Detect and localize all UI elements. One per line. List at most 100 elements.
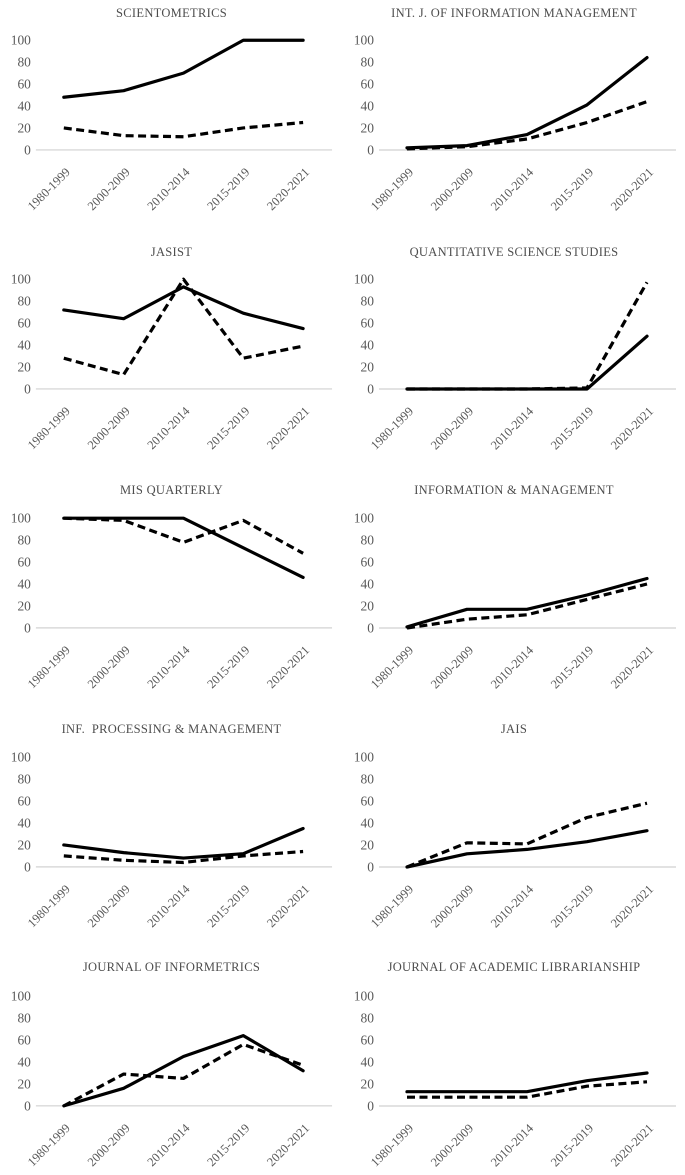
svg-text:1980-1999: 1980-1999 [25,1121,73,1169]
svg-text:60: 60 [361,555,375,570]
svg-text:2015-2019: 2015-2019 [548,165,596,213]
svg-text:2020-2021: 2020-2021 [608,882,656,930]
svg-text:40: 40 [17,338,31,353]
chart-title: JAIS [500,721,528,736]
svg-text:2015-2019: 2015-2019 [204,165,252,213]
svg-text:2000-2009: 2000-2009 [85,165,133,213]
svg-text:40: 40 [361,577,375,592]
svg-text:60: 60 [17,1033,31,1048]
svg-text:2010-2014: 2010-2014 [145,881,194,930]
svg-text:2010-2014: 2010-2014 [145,404,194,453]
svg-text:2010-2014: 2010-2014 [145,642,194,691]
svg-text:2020-2021: 2020-2021 [264,165,312,213]
svg-text:80: 80 [17,533,31,548]
svg-text:100: 100 [11,511,31,526]
svg-text:2015-2019: 2015-2019 [204,882,252,930]
svg-text:2020-2021: 2020-2021 [264,643,312,691]
svg-text:2015-2019: 2015-2019 [204,404,252,452]
svg-text:40: 40 [17,815,31,830]
svg-text:100: 100 [11,33,31,48]
chart-journal-of-academic-librarianship: JOURNAL OF ACADEMIC LIBRARIANSHIP 0 20 40 6… [343,940,685,1175]
svg-text:40: 40 [17,576,31,591]
chart-title: QUANTITATIVE SCIENCE STUDIES [409,244,619,259]
svg-text:0: 0 [24,142,31,157]
svg-text:0: 0 [367,382,374,397]
svg-text:0: 0 [24,1098,31,1113]
svg-text:2010-2014: 2010-2014 [488,404,537,453]
svg-text:20: 20 [361,599,375,614]
svg-text:2000-2009: 2000-2009 [85,1121,133,1169]
chart-title: INT. J. OF INFORMATION MANAGEMENT [391,6,637,20]
svg-text:40: 40 [361,99,375,114]
svg-text:40: 40 [17,1054,31,1069]
svg-text:1980-1999: 1980-1999 [368,165,416,213]
svg-text:20: 20 [361,1077,375,1092]
svg-text:80: 80 [361,294,375,309]
chart-int-j-of-information-management: INT. J. OF INFORMATION MANAGEMENT 0 20 40 6… [343,0,685,235]
svg-text:80: 80 [17,294,31,309]
svg-text:100: 100 [11,272,31,287]
svg-text:100: 100 [354,989,375,1004]
chart-jasist: JASIST 0 20 40 60 80 100 1980-1999 2000-2009 201… [0,235,343,470]
svg-text:1980-1999: 1980-1999 [368,1121,416,1169]
svg-text:60: 60 [17,316,31,331]
svg-text:2000-2009: 2000-2009 [85,643,133,691]
svg-text:100: 100 [11,750,31,765]
svg-text:0: 0 [367,860,374,875]
svg-text:60: 60 [17,555,31,570]
svg-text:20: 20 [17,598,31,613]
svg-text:80: 80 [361,533,375,548]
svg-text:1980-1999: 1980-1999 [368,404,416,452]
svg-text:80: 80 [361,1011,375,1026]
chart-title: JASIST [150,244,193,259]
svg-text:2020-2021: 2020-2021 [264,404,312,452]
svg-text:100: 100 [354,33,375,48]
svg-text:0: 0 [24,620,31,635]
svg-text:60: 60 [361,316,375,331]
svg-text:100: 100 [354,750,375,765]
svg-text:2000-2009: 2000-2009 [85,882,133,930]
chart-title: INFORMATION & MANAGEMENT [414,483,614,497]
chart-title: SCIENTOMETRICS [116,6,227,20]
svg-text:100: 100 [354,272,375,287]
svg-text:100: 100 [11,989,31,1004]
svg-text:2015-2019: 2015-2019 [548,882,596,930]
svg-text:1980-1999: 1980-1999 [25,643,73,691]
svg-text:40: 40 [361,1055,375,1070]
svg-text:2000-2009: 2000-2009 [428,404,476,452]
svg-text:60: 60 [361,1033,375,1048]
svg-text:40: 40 [361,816,375,831]
svg-text:2010-2014: 2010-2014 [488,165,537,214]
svg-text:20: 20 [17,120,31,135]
svg-text:20: 20 [17,359,31,374]
svg-text:2015-2019: 2015-2019 [548,404,596,452]
svg-text:0: 0 [367,1099,374,1114]
svg-text:2020-2021: 2020-2021 [608,643,656,691]
svg-text:2020-2021: 2020-2021 [608,404,656,452]
svg-text:0: 0 [367,621,374,636]
svg-text:2010-2014: 2010-2014 [488,643,537,692]
svg-text:80: 80 [361,55,375,70]
chart-jais: JAIS 0 20 40 60 80 100 1980-1999 2000-2009 2010-… [343,705,685,940]
chart-inf-processing-and-management: INF. PROCESSING & MANAGEMENT 0 20 40 60 80 10… [0,705,343,940]
svg-text:1980-1999: 1980-1999 [25,165,73,213]
svg-text:2000-2009: 2000-2009 [85,404,133,452]
svg-text:20: 20 [17,837,31,852]
svg-text:40: 40 [361,338,375,353]
svg-text:1980-1999: 1980-1999 [368,643,416,691]
chart-journal-of-informetrics: JOURNAL OF INFORMETRICS 0 20 40 60 80 100 1980… [0,940,343,1175]
chart-title: MIS QUARTERLY [120,483,223,497]
svg-text:60: 60 [361,77,375,92]
svg-text:0: 0 [367,143,374,158]
chart-scientometrics: SCIENTOMETRICS 0 20 40 60 80 100 1980-1999 2000… [0,0,343,235]
svg-text:80: 80 [361,772,375,787]
